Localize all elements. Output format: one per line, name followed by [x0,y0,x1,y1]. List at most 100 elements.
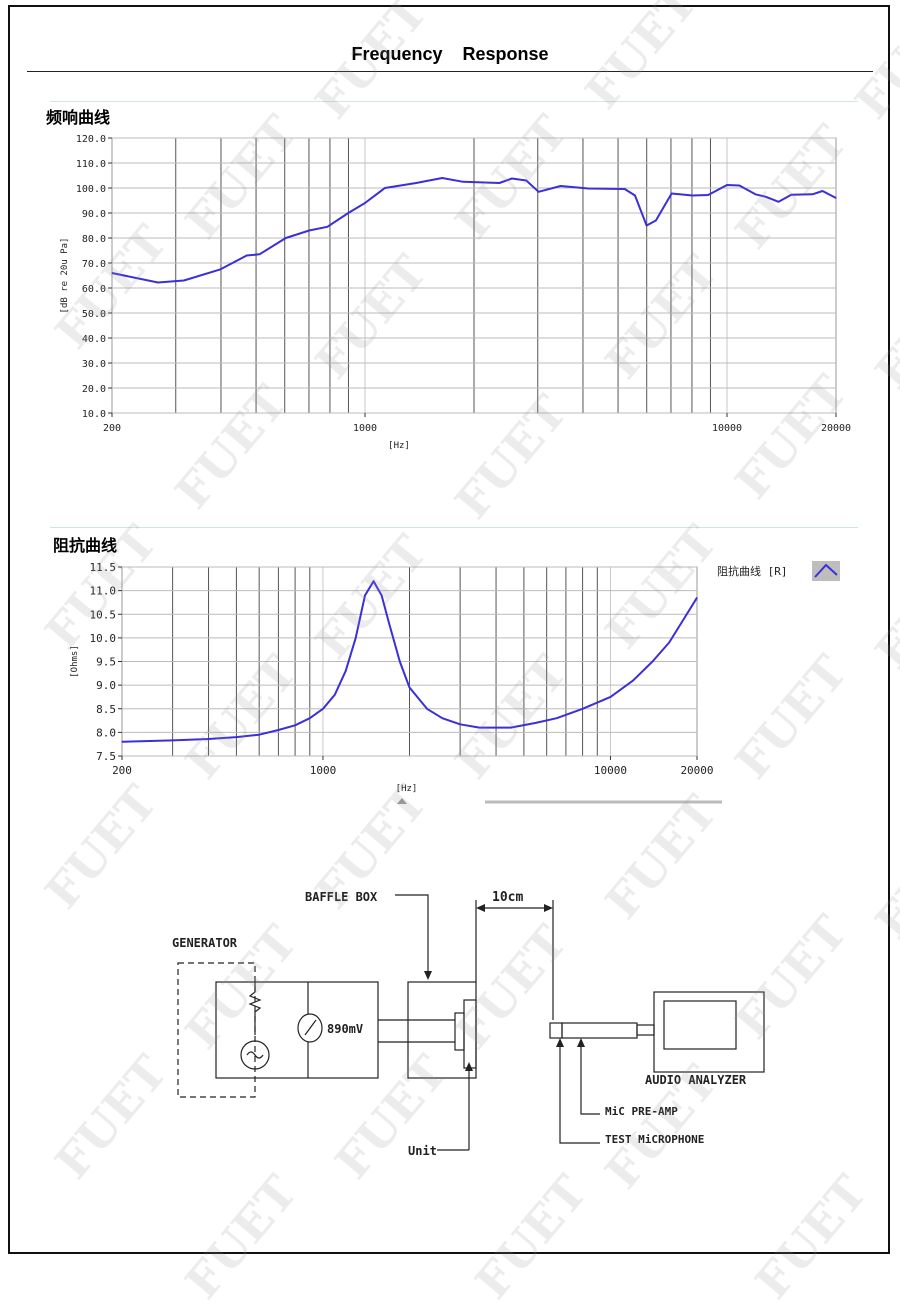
mic-preamp [561,1022,638,1039]
series-line [121,580,698,743]
data-point [426,708,428,710]
audio-analyzer [653,991,765,1073]
x-axis-label: [Hz] [396,784,418,794]
y-tick-label: 8.5 [96,703,116,716]
data-point [696,597,698,599]
y-tick-label: 70.0 [82,259,106,270]
data-point [645,224,648,227]
y-tick-label: 110.0 [76,159,106,170]
data-point [707,194,709,196]
y-tick-label: 9.0 [96,679,116,692]
data-point [587,187,589,190]
data-point [811,193,814,195]
data-point [246,254,248,257]
data-point [511,177,513,180]
data-point [285,237,287,239]
y-axis-label: [dB re 20u Pa] [60,238,70,314]
data-point [345,670,347,672]
generator-label: GENERATOR [172,936,238,950]
test-mic-label: TEST MiCROPHONE [605,1133,704,1146]
data-point [765,196,767,198]
data-point [277,729,280,731]
x-tick-label: 20000 [821,423,851,434]
y-tick-label: 90.0 [82,209,106,220]
data-point [535,722,537,724]
data-point [634,194,636,197]
data-point [364,594,366,596]
data-point [121,741,123,743]
y-tick-label: 10.5 [90,608,117,621]
y-tick-label: 30.0 [82,359,106,370]
data-point [111,272,113,274]
data-point [510,727,512,729]
x-tick-label: 200 [112,764,132,777]
data-point [347,212,349,214]
data-point [441,717,443,719]
preamp-pointer [580,1045,600,1115]
data-point [790,194,792,196]
data-point [326,226,328,228]
data-point [538,191,540,193]
page-border [8,5,890,1254]
data-point [381,594,383,596]
test-microphone [549,1022,563,1039]
title-divider [27,71,873,72]
y-tick-label: 120.0 [76,134,106,145]
mic-pointer [559,1045,600,1144]
y-tick-label: 50.0 [82,309,106,320]
data-point [525,179,527,182]
data-point [219,268,222,270]
y-axis-label: [Ohms] [70,645,80,678]
data-point [777,201,780,203]
data-point [415,182,417,184]
distance-lines [475,900,554,1020]
page-title: Frequency Response [351,44,549,64]
legend-line-icon [814,563,838,578]
data-point [157,281,159,284]
data-point [738,184,741,187]
y-tick-label: 40.0 [82,334,106,345]
data-point [441,177,443,179]
data-point [334,693,336,696]
data-point [754,193,757,195]
baffle-pointer [395,894,429,973]
x-axis-label: [Hz] [388,441,410,451]
voltage-label: 890mV [327,1022,363,1036]
data-point [183,279,185,282]
y-tick-label: 7.5 [96,750,116,763]
data-point [364,202,366,204]
data-point [462,181,464,183]
data-point [609,696,612,698]
data-point [655,219,657,222]
ac-source-icon [240,1040,270,1070]
section-divider [50,527,858,528]
legend-label: 阻抗曲线 [R] [717,564,788,578]
data-point [384,187,386,189]
unit-label: Unit [408,1144,437,1158]
x-tick-label: 10000 [594,764,627,777]
data-point [399,660,401,663]
y-tick-label: 11.5 [90,561,117,574]
generator-circuit [215,981,379,1079]
data-point [556,717,558,719]
data-point [821,190,824,192]
legend-swatch [812,561,840,581]
baffle-box [407,981,477,1079]
y-tick-label: 10.0 [82,409,106,420]
data-point [683,618,685,620]
data-point [560,185,562,187]
section-divider [50,101,858,102]
data-point [258,253,261,255]
caret-up-icon [397,798,407,804]
y-tick-label: 20.0 [82,384,106,395]
distance-label: 10cm [492,890,523,905]
data-point [671,192,673,195]
data-point [235,736,238,738]
data-point [459,723,461,725]
data-point [498,182,500,184]
data-point [372,580,375,582]
measurement-setup-diagram: GENERATOR BAFFLE BOX 10cm 890mV Unit AUD… [172,890,765,1158]
mic-preamp-label: MiC PRE-AMP [605,1105,678,1118]
data-point [408,686,411,689]
